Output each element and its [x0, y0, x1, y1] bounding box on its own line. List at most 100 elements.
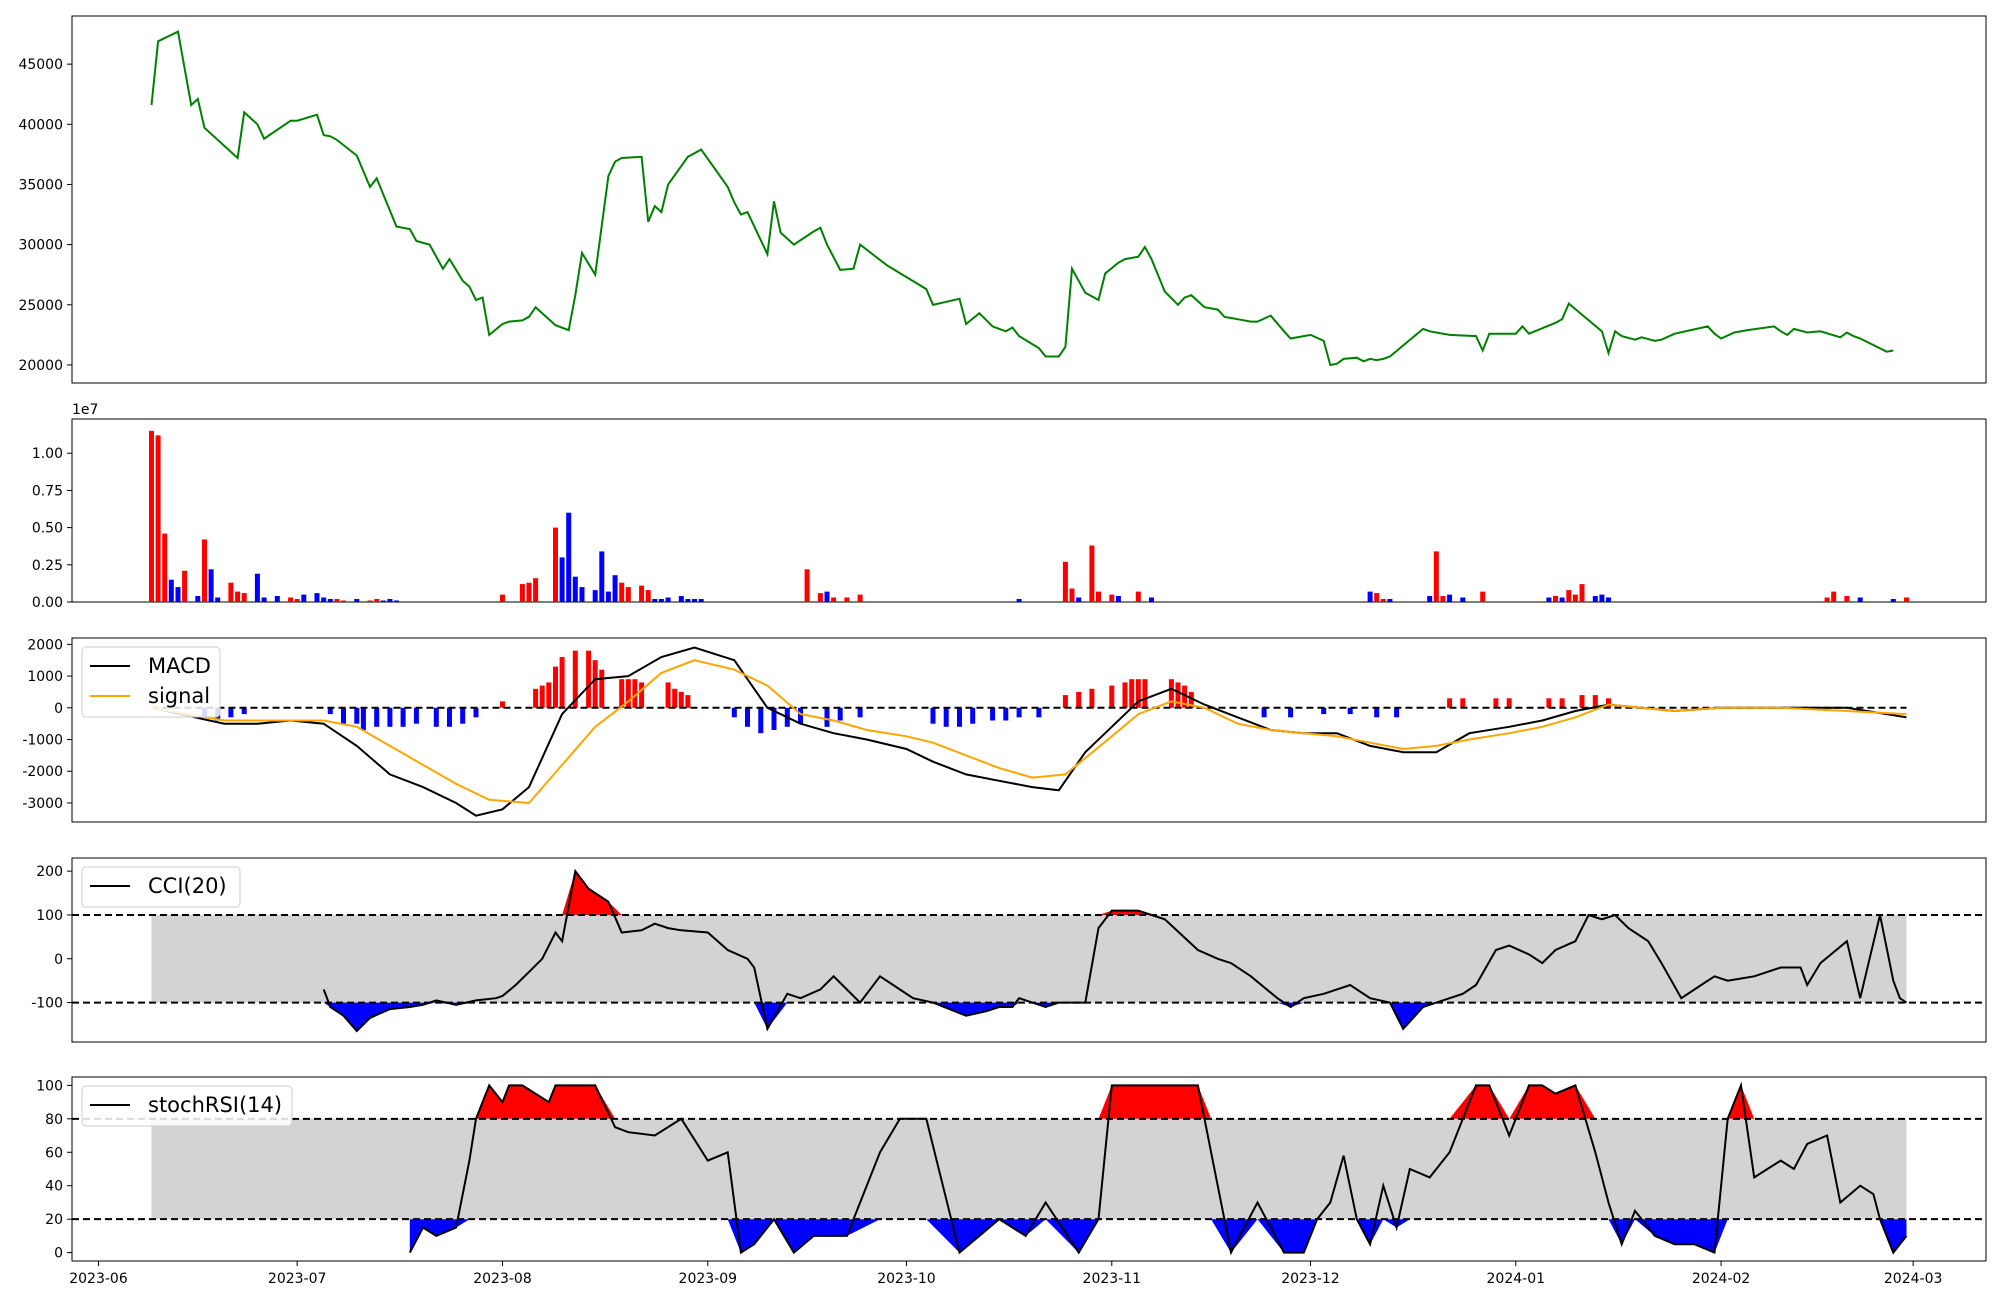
y-tick-label: 0.00 — [32, 595, 63, 611]
volume-bar — [1380, 599, 1386, 602]
volume-bar — [645, 590, 651, 602]
y-tick-label: 100 — [36, 908, 63, 924]
volume-bar — [367, 600, 373, 602]
macd-histogram-bar — [798, 707, 803, 724]
y-tick-label: 100 — [36, 1078, 63, 1094]
cci-legend-label: CCI(20) — [148, 874, 227, 898]
volume-bar — [235, 591, 241, 602]
signal-legend-label: signal — [148, 684, 210, 708]
y-tick-label: 1000 — [27, 669, 63, 685]
macd-legend-box — [81, 646, 221, 718]
volume-bar — [619, 582, 625, 602]
volume-bar — [1599, 594, 1605, 602]
volume-bar — [1579, 584, 1585, 602]
macd-histogram-bar — [1122, 682, 1128, 708]
volume-bar — [652, 599, 658, 602]
volume-bar — [1109, 594, 1115, 602]
macd-histogram-bar — [228, 707, 234, 718]
volume-bar — [519, 584, 525, 602]
y-tick-label: -1000 — [22, 733, 63, 749]
macd-histogram-bar — [678, 691, 684, 708]
y-tick-label: 30000 — [18, 238, 63, 254]
volume-bar — [155, 435, 161, 602]
macd-histogram-bar — [632, 679, 638, 708]
macd-histogram-bar — [1506, 698, 1512, 708]
volume-bar — [301, 594, 307, 602]
volume-bar — [1374, 593, 1380, 602]
macd-histogram-bar — [758, 707, 764, 734]
macd-histogram-bar — [360, 707, 366, 730]
macd-histogram-bar — [473, 707, 479, 718]
x-tick-label: 2024-03 — [1884, 1271, 1943, 1287]
macd-histogram-bar — [1460, 698, 1466, 708]
x-tick-label: 2023-08 — [473, 1271, 532, 1287]
stochrsi-legend: stochRSI(14) — [81, 1085, 293, 1127]
macd-histogram-bar — [354, 707, 360, 724]
stochrsi-legend-box — [81, 1085, 293, 1127]
volume-bar — [387, 599, 393, 602]
volume-bar — [341, 600, 346, 602]
volume-bar — [175, 587, 181, 602]
volume-bar — [844, 597, 850, 602]
stochrsi-y-axis: 0 20 40 60 80 100 — [36, 1078, 72, 1262]
volume-bar — [692, 599, 697, 602]
y-tick-label: 20 — [45, 1212, 63, 1228]
volume-bar — [1062, 561, 1068, 602]
macd-histogram-bar — [857, 707, 863, 718]
volume-bar — [168, 579, 174, 602]
volume-bar — [380, 600, 386, 602]
volume-bar — [665, 597, 671, 602]
y-tick-label: 60 — [45, 1145, 63, 1161]
macd-legend: MACD signal — [81, 646, 221, 718]
volume-bar — [228, 582, 234, 602]
macd-histogram-bar — [241, 707, 247, 715]
volume-bar — [698, 599, 704, 602]
x-tick-label: 2023-07 — [268, 1271, 327, 1287]
macd-histogram-bar — [1606, 698, 1611, 708]
volume-bar — [804, 569, 810, 602]
x-tick-label: 2023-10 — [877, 1271, 936, 1287]
y-tick-label: 20000 — [18, 358, 63, 374]
panel-cci: -100 0 100 200 CCI(20) — [31, 857, 1987, 1043]
volume-bar — [1546, 597, 1552, 602]
y-tick-label: 25000 — [18, 298, 63, 314]
macd-histogram-bar — [553, 666, 558, 708]
macd-histogram-bar — [824, 707, 830, 727]
volume-bar — [572, 576, 578, 602]
volume-bar — [1480, 591, 1486, 602]
volume-bar — [533, 578, 539, 602]
macd-histogram-bar — [685, 695, 691, 708]
x-tick-label: 2023-06 — [69, 1271, 128, 1287]
macd-histogram-bar — [619, 679, 625, 708]
volume-bar — [639, 585, 645, 602]
volume-bar — [1559, 597, 1565, 602]
macd-histogram-bar — [413, 707, 419, 724]
panel-stochrsi: 0 20 40 60 80 100 stochRSI(14) 2023-06 2023-07… — [36, 1076, 1987, 1287]
y-tick-label: -3000 — [22, 796, 63, 812]
volume-bar — [294, 599, 300, 602]
macd-histogram-bar — [447, 707, 452, 727]
volume-bar — [678, 596, 684, 602]
macd-histogram-bar — [500, 701, 505, 708]
macd-histogram-bar — [1135, 679, 1141, 708]
volume-bar — [1367, 591, 1373, 602]
volume-scale-label: 1e7 — [72, 402, 98, 418]
x-tick-label: 2023-09 — [679, 1271, 738, 1287]
volume-bar — [857, 594, 863, 602]
macd-histogram-bar — [1579, 695, 1585, 708]
volume-bar — [1096, 591, 1101, 602]
volume-bar — [553, 527, 558, 602]
cci-y-axis: -100 0 100 200 — [31, 864, 72, 1012]
macd-histogram-bar — [970, 707, 976, 724]
volume-bar — [1831, 591, 1837, 602]
macd-histogram-bar — [327, 707, 333, 715]
volume-bar — [1387, 599, 1393, 602]
macd-histogram-bar — [665, 682, 671, 708]
y-tick-label: 1.00 — [32, 446, 63, 462]
price-plot-area — [71, 15, 1987, 384]
volume-bar — [374, 599, 380, 602]
macd-histogram-bar — [1089, 688, 1095, 708]
stochrsi-line — [408, 1081, 1908, 1256]
macd-histogram-bar — [1168, 679, 1174, 708]
macd-histogram-bar — [990, 707, 996, 721]
